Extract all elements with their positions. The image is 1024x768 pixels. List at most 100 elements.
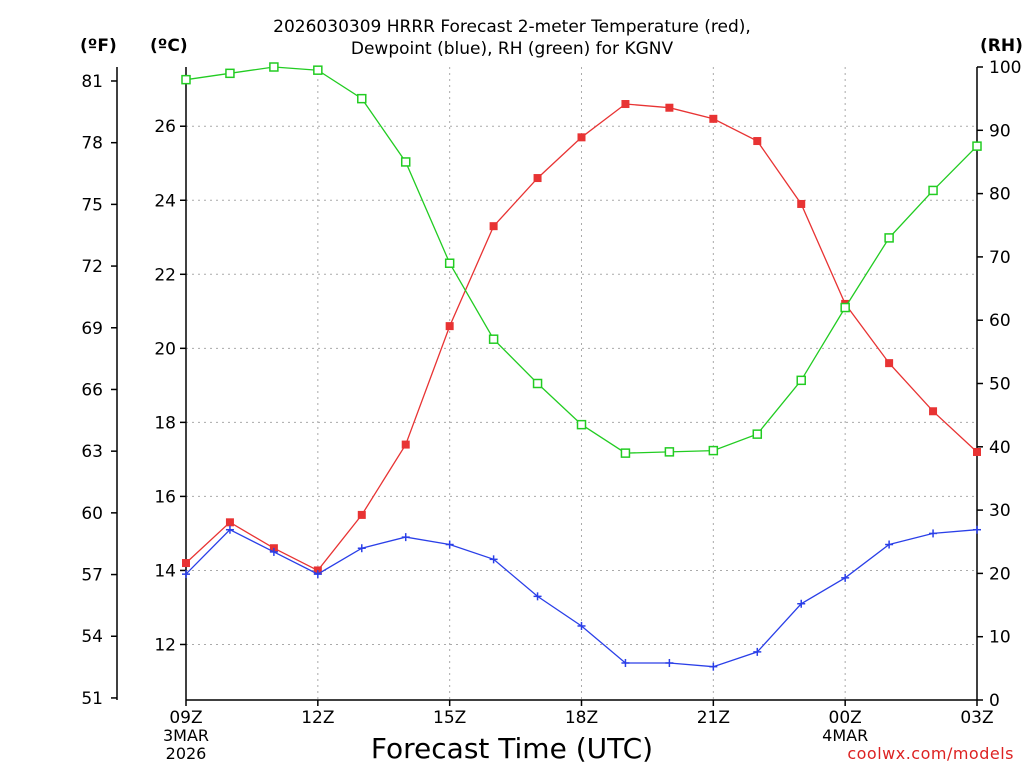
data-point <box>929 529 938 538</box>
celsius-tick-label: 18 <box>154 413 176 433</box>
fahrenheit-tick-label: 60 <box>81 504 103 524</box>
data-point <box>313 570 322 579</box>
data-point <box>796 375 806 386</box>
celsius-tick-label: 26 <box>154 117 176 137</box>
data-point <box>489 555 498 564</box>
data-point <box>269 62 279 72</box>
x-tick-label: 21Z <box>697 708 730 728</box>
data-point <box>664 447 675 457</box>
data-point <box>225 525 234 534</box>
data-point <box>709 662 718 671</box>
data-point <box>445 540 454 549</box>
data-point <box>488 334 499 344</box>
x-tick-label: 12Z <box>301 708 334 728</box>
fahrenheit-axis-unit: (ºF) <box>80 36 117 56</box>
data-point <box>357 93 367 104</box>
rh-tick-label: 60 <box>989 311 1011 331</box>
data-point <box>269 547 278 556</box>
data-point <box>401 533 410 542</box>
rh-tick-label: 80 <box>989 185 1011 205</box>
fahrenheit-tick-label: 72 <box>81 257 103 277</box>
data-point <box>884 233 894 243</box>
fahrenheit-tick-label: 51 <box>81 689 103 709</box>
data-point <box>357 544 366 553</box>
data-point <box>708 445 719 456</box>
x-tick-year-label: 2026 <box>166 744 207 763</box>
x-tick-label: 03Z <box>960 708 993 728</box>
x-tick-label: 09Z <box>169 708 202 728</box>
gridlines <box>186 67 977 700</box>
data-point <box>665 658 674 667</box>
series-rh <box>181 62 982 458</box>
series-dewpoint <box>182 525 981 671</box>
data-point <box>621 658 630 667</box>
rh-tick-label: 10 <box>989 628 1011 648</box>
data-point <box>313 65 323 75</box>
rh-tick-label: 0 <box>989 691 1000 711</box>
data-point <box>532 378 543 389</box>
data-point <box>182 559 190 568</box>
data-point <box>225 68 235 79</box>
data-point <box>445 322 454 331</box>
data-point <box>577 133 586 142</box>
data-point <box>973 447 981 456</box>
chart-title-line2: Dewpoint (blue), RH (green) for KGNV <box>350 39 674 59</box>
celsius-axis-unit: (ºC) <box>150 36 188 56</box>
fahrenheit-tick-label: 78 <box>81 134 103 154</box>
data-point <box>797 199 806 208</box>
data-point <box>357 510 366 519</box>
rh-tick-label: 90 <box>989 121 1011 141</box>
celsius-tick-label: 22 <box>154 265 176 285</box>
fahrenheit-tick-label: 57 <box>81 566 103 586</box>
x-axis-title: Forecast Time (UTC) <box>371 732 653 765</box>
x-tick-date-label: 3MAR <box>163 726 209 745</box>
x-tick-label: 18Z <box>565 708 598 728</box>
data-point <box>576 419 587 430</box>
data-point <box>444 258 455 268</box>
celsius-tick-label: 16 <box>154 487 176 507</box>
celsius-tick-label: 20 <box>154 339 176 359</box>
data-point <box>797 599 806 608</box>
rh-tick-label: 30 <box>989 501 1011 521</box>
fahrenheit-tick-label: 63 <box>81 442 103 462</box>
rh-tick-label: 50 <box>989 375 1011 395</box>
data-point <box>840 302 850 313</box>
data-point <box>885 359 894 368</box>
data-point <box>533 174 542 183</box>
celsius-tick-label: 14 <box>154 561 176 581</box>
fahrenheit-tick-label: 81 <box>81 72 103 92</box>
series-line <box>185 528 978 668</box>
data-point <box>753 137 762 146</box>
rh-tick-label: 70 <box>989 248 1011 268</box>
celsius-tick-label: 24 <box>154 191 176 211</box>
rh-tick-label: 100 <box>989 58 1021 78</box>
data-point <box>929 407 938 416</box>
fahrenheit-tick-label: 66 <box>81 380 103 400</box>
data-point <box>489 222 498 231</box>
rh-axis-unit: (RH) <box>980 36 1023 56</box>
watermark: coolwx.com/models <box>847 744 1014 763</box>
data-point <box>709 114 718 123</box>
celsius-tick-label: 12 <box>154 635 176 655</box>
data-point <box>928 185 938 196</box>
data-point <box>753 647 762 656</box>
data-point <box>577 621 586 630</box>
data-point <box>752 429 763 439</box>
data-point <box>972 141 982 151</box>
fahrenheit-tick-label: 69 <box>81 319 103 339</box>
data-point <box>841 573 850 582</box>
data-point <box>533 592 542 601</box>
x-tick-label: 15Z <box>433 708 466 728</box>
x-tick-label: 00Z <box>829 708 862 728</box>
rh-tick-label: 40 <box>989 438 1011 458</box>
data-point <box>401 440 410 449</box>
data-point <box>225 518 234 527</box>
x-tick-date-label: 4MAR <box>822 726 868 745</box>
fahrenheit-tick-label: 75 <box>81 195 103 215</box>
rh-tick-label: 20 <box>989 564 1011 584</box>
data-point <box>973 525 981 534</box>
data-point <box>621 100 630 109</box>
data-point <box>665 103 674 112</box>
data-point <box>400 157 411 167</box>
